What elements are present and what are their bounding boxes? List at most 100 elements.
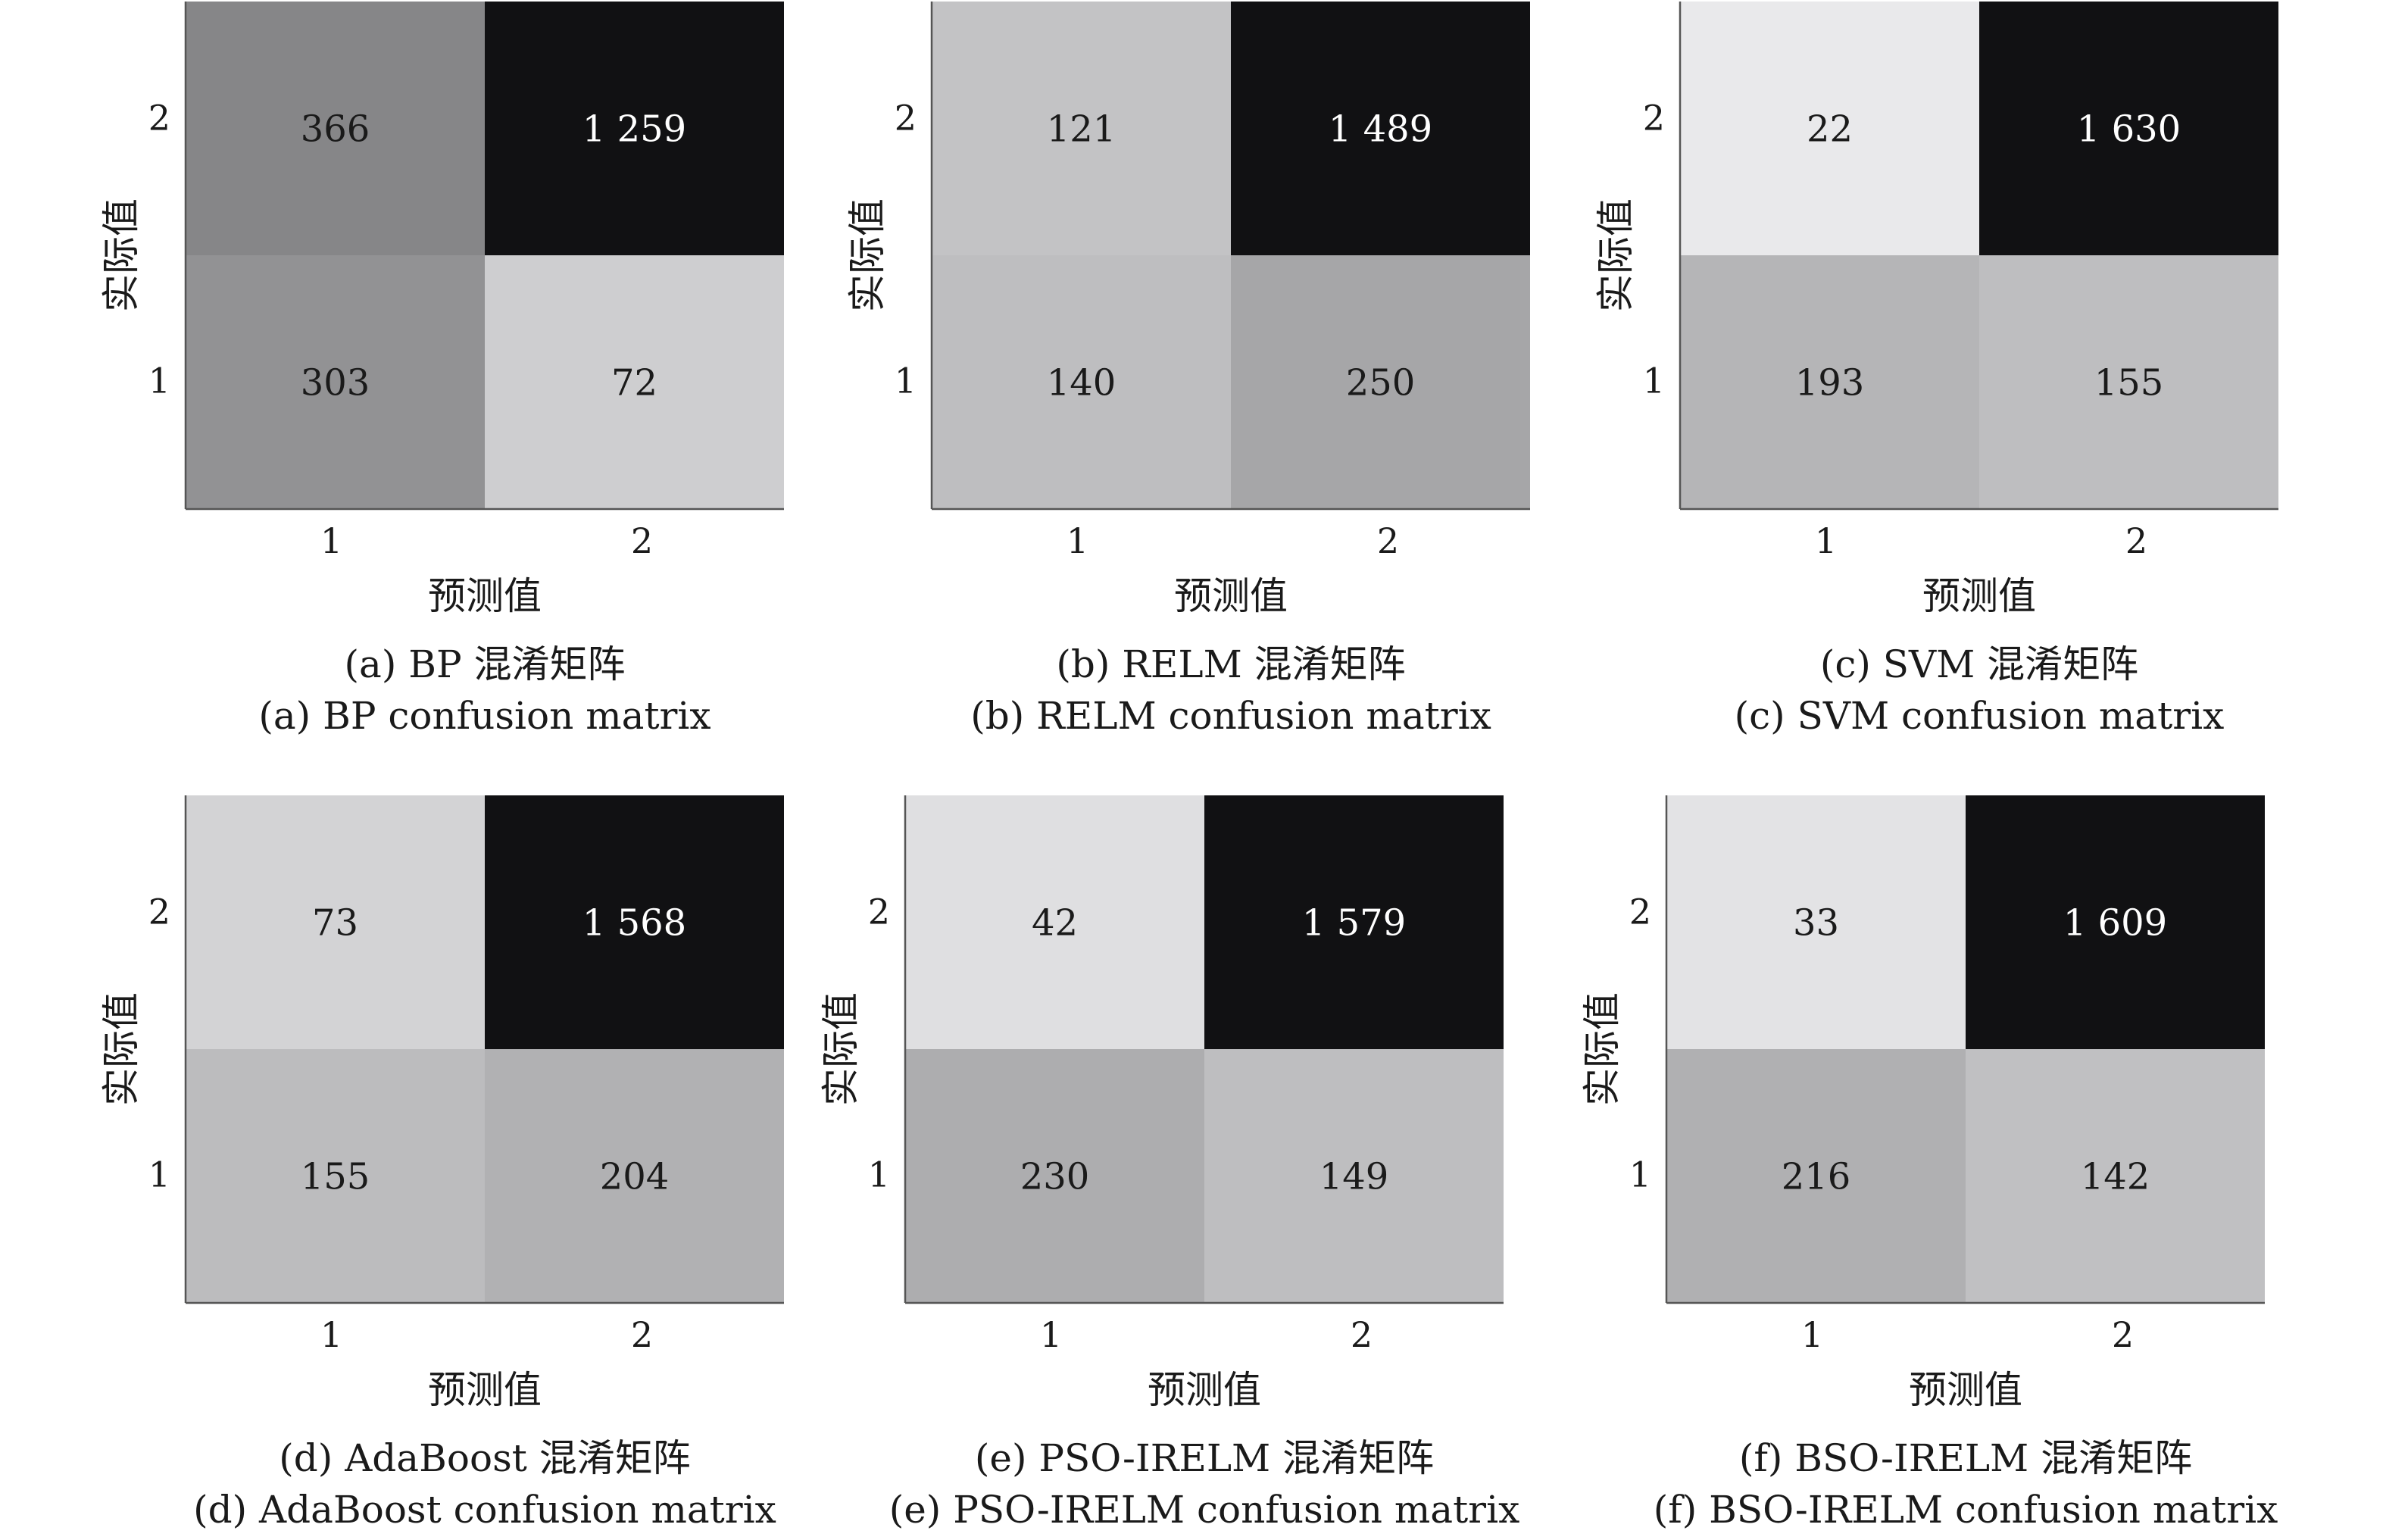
matrix-cell [1204, 795, 1504, 1049]
x-tick-label: 1 [320, 1314, 342, 1355]
matrix-cell [186, 2, 485, 255]
y-tick-label: 1 [868, 1154, 890, 1195]
cell-value-label: 33 [1793, 902, 1839, 945]
caption-english: (b) RELM confusion matrix [970, 694, 1491, 738]
matrix-cell [1231, 255, 1530, 509]
matrix-cell [905, 1049, 1204, 1303]
y-tick-label: 1 [895, 361, 917, 401]
matrix-cell [186, 795, 485, 1049]
cell-value-label: 193 [1795, 362, 1865, 405]
matrix-cell [905, 795, 1204, 1049]
cell-value-label: 1 630 [2077, 108, 2181, 151]
matrix-cell [485, 255, 784, 509]
caption-chinese: (c) SVM 混淆矩阵 [1820, 642, 2138, 686]
matrix-cell [1979, 2, 2278, 255]
y-axis-title: 实际值 [1594, 198, 1638, 312]
matrix-cell [1680, 2, 1979, 255]
y-tick-label: 2 [148, 892, 170, 932]
x-tick-label: 1 [1815, 520, 1837, 561]
x-tick-label: 2 [631, 1314, 653, 1355]
y-axis-title: 实际值 [99, 992, 143, 1106]
cell-value-label: 1 579 [1302, 902, 1406, 945]
cell-value-label: 42 [1032, 902, 1078, 945]
caption-english: (d) AdaBoost confusion matrix [193, 1488, 776, 1532]
x-axis-title: 预测值 [428, 574, 542, 618]
matrix-cell [1966, 795, 2265, 1049]
x-tick-label: 1 [1067, 520, 1088, 561]
cell-value-label: 142 [2081, 1156, 2150, 1198]
matrix-cell [932, 2, 1231, 255]
caption-chinese: (a) BP 混淆矩阵 [345, 642, 626, 686]
cell-value-label: 216 [1782, 1156, 1851, 1198]
matrix-cell [1966, 1049, 2265, 1303]
matrix-cell [186, 255, 485, 509]
x-axis-title: 预测值 [1922, 574, 2036, 618]
matrix-cell [932, 255, 1231, 509]
caption-english: (e) PSO-IRELM confusion matrix [889, 1488, 1520, 1532]
x-tick-label: 2 [2125, 520, 2147, 561]
cell-value-label: 1 568 [582, 902, 686, 945]
y-tick-label: 1 [148, 1154, 170, 1195]
cell-value-label: 149 [1319, 1156, 1389, 1198]
cell-value-label: 1 489 [1329, 108, 1432, 151]
x-tick-label: 2 [1377, 520, 1399, 561]
matrix-cell [1680, 255, 1979, 509]
caption-english: (a) BP confusion matrix [258, 694, 710, 738]
cell-value-label: 366 [301, 108, 370, 151]
matrix-cell [1979, 255, 2278, 509]
cell-value-label: 1 609 [2063, 902, 2167, 945]
y-tick-label: 1 [148, 361, 170, 401]
cell-value-label: 22 [1807, 108, 1853, 151]
x-tick-label: 2 [1351, 1314, 1373, 1355]
matrix-cell [1666, 795, 1966, 1049]
y-tick-label: 2 [148, 98, 170, 139]
y-tick-label: 2 [868, 892, 890, 932]
x-tick-label: 1 [320, 520, 342, 561]
y-tick-label: 2 [1629, 892, 1651, 932]
y-tick-label: 2 [1643, 98, 1665, 139]
x-axis-title: 预测值 [1174, 574, 1288, 618]
cell-value-label: 250 [1346, 362, 1416, 405]
cell-value-label: 230 [1020, 1156, 1090, 1198]
x-tick-label: 1 [1801, 1314, 1823, 1355]
cell-value-label: 121 [1047, 108, 1116, 151]
cell-value-label: 204 [600, 1156, 670, 1198]
matrix-cell [485, 795, 784, 1049]
caption-english: (f) BSO-IRELM confusion matrix [1654, 1488, 2278, 1532]
caption-english: (c) SVM confusion matrix [1735, 694, 2225, 738]
y-tick-label: 2 [895, 98, 917, 139]
cell-value-label: 1 259 [582, 108, 686, 151]
cell-value-label: 303 [301, 362, 370, 405]
x-axis-title: 预测值 [1909, 1368, 2022, 1412]
cell-value-label: 72 [611, 362, 657, 405]
matrix-cell [186, 1049, 485, 1303]
caption-chinese: (f) BSO-IRELM 混淆矩阵 [1739, 1436, 2192, 1480]
caption-chinese: (e) PSO-IRELM 混淆矩阵 [975, 1436, 1434, 1480]
caption-chinese: (b) RELM 混淆矩阵 [1056, 642, 1405, 686]
matrix-cell [485, 1049, 784, 1303]
x-tick-label: 2 [631, 520, 653, 561]
matrix-cell [1204, 1049, 1504, 1303]
cell-value-label: 155 [2094, 362, 2164, 405]
matrix-cell [1231, 2, 1530, 255]
cell-value-label: 155 [301, 1156, 370, 1198]
y-tick-label: 1 [1629, 1154, 1651, 1195]
matrix-cell [485, 2, 784, 255]
x-axis-title: 预测值 [1148, 1368, 1261, 1412]
x-tick-label: 1 [1040, 1314, 1062, 1355]
matrix-cell [1666, 1049, 1966, 1303]
x-axis-title: 预测值 [428, 1368, 542, 1412]
y-tick-label: 1 [1643, 361, 1665, 401]
caption-chinese: (d) AdaBoost 混淆矩阵 [279, 1436, 690, 1480]
cell-value-label: 73 [312, 902, 358, 945]
cell-value-label: 140 [1047, 362, 1116, 405]
y-axis-title: 实际值 [99, 198, 143, 312]
y-axis-title: 实际值 [819, 992, 863, 1106]
